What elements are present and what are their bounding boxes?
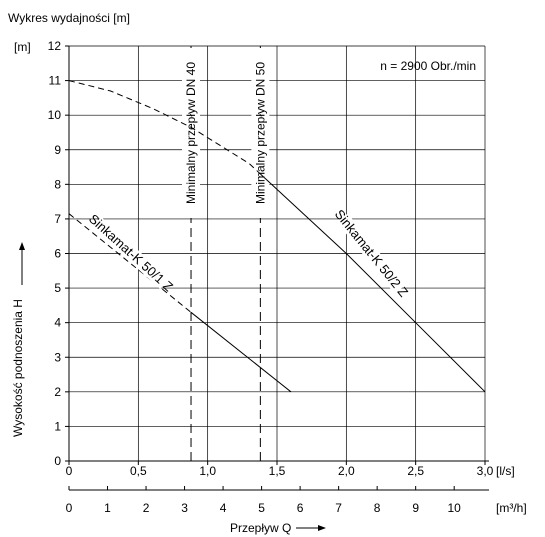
min-flow-label-bg <box>251 48 270 218</box>
curve-label-1-group: Sinkamat-K 50/1 Z <box>86 211 176 294</box>
y-axis-label: Wysokość podnoszenia H <box>11 299 25 437</box>
x-tick-label-m3h: 3 <box>181 501 188 515</box>
curve-solid-2 <box>260 173 486 393</box>
y-tick-label: 3 <box>54 350 61 364</box>
x-tick-label-ls: 3,0 <box>477 464 494 478</box>
y-axis-arrowhead <box>19 242 25 250</box>
x-tick-label-m3h: 9 <box>412 501 419 515</box>
curve-label-1: Sinkamat-K 50/1 Z <box>86 211 176 294</box>
x-tick-label-m3h: 7 <box>335 501 342 515</box>
x-tick-label-ls: 0,5 <box>130 464 147 478</box>
y-tick-label: 11 <box>49 74 62 88</box>
y-tick-label: 12 <box>48 39 62 53</box>
x-unit-m3h: [m³/h] <box>496 501 527 515</box>
x-tick-label-m3h: 8 <box>374 501 381 515</box>
chart-title: Wykres wydajności [m] <box>8 11 130 25</box>
curve-label-2-bg <box>336 213 406 294</box>
x-tick-label-m3h: 2 <box>143 501 150 515</box>
speed-note: n = 2900 Obr./min <box>380 59 476 73</box>
y-tick-label: 8 <box>54 177 61 191</box>
x-axis-label: Przepływ Q <box>230 521 291 535</box>
y-tick-label: 1 <box>54 419 61 433</box>
x-tick-label-m3h: 10 <box>448 501 462 515</box>
y-tick-label: 7 <box>54 212 61 226</box>
y-tick-label: 10 <box>48 108 62 122</box>
x-tick-label-ls: 2,0 <box>338 464 355 478</box>
x-tick-label-ls: 1,0 <box>199 464 216 478</box>
y-tick-label: 2 <box>54 385 61 399</box>
y-tick-label: 6 <box>54 247 61 261</box>
x-axis-arrowhead <box>318 525 326 531</box>
x-tick-label-m3h: 6 <box>297 501 304 515</box>
x-tick-label-m3h: 5 <box>258 501 265 515</box>
min-flow-label-2: Minimalny przepływ DN 50 <box>253 62 267 204</box>
curve-label-1-bg <box>91 217 170 290</box>
x-tick-label-ls: 0 <box>66 464 73 478</box>
x-tick-label-m3h: 0 <box>66 501 73 515</box>
x-tick-label-ls: 2,5 <box>407 464 424 478</box>
curve-dashed-1 <box>68 213 192 313</box>
y-tick-label: 5 <box>54 281 61 295</box>
x-tick-label-m3h: 1 <box>104 501 111 515</box>
x-tick-label-ls: 1,5 <box>269 464 286 478</box>
min-flow-label-1: Minimalny przepływ DN 40 <box>184 62 198 204</box>
y-unit-label: [m] <box>14 40 31 54</box>
y-tick-label: 9 <box>54 143 61 157</box>
y-tick-label: 4 <box>54 316 61 330</box>
min-flow-label-bg <box>182 48 201 218</box>
curve-solid-1 <box>190 311 292 393</box>
x-tick-label-m3h: 4 <box>220 501 227 515</box>
x-unit-ls: [l/s] <box>496 464 515 478</box>
y-tick-label: 0 <box>54 454 61 468</box>
curve-dashed-2 <box>68 80 261 175</box>
